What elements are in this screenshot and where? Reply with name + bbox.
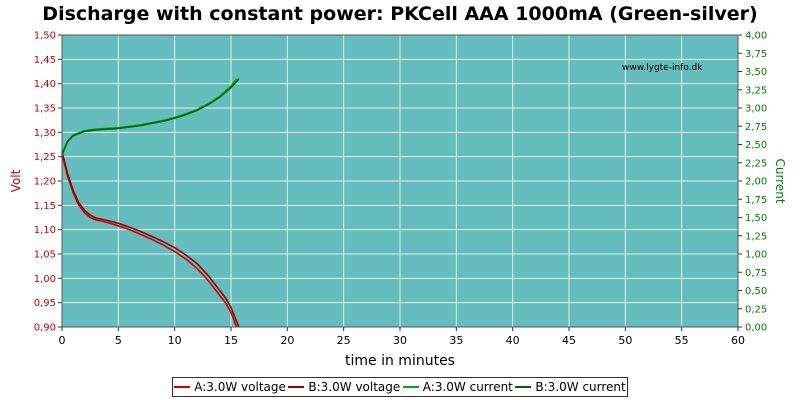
legend: A:3.0W voltage B:3.0W voltage A:3.0W curre…: [172, 377, 628, 397]
legend-item: B:3.0W voltage: [288, 380, 400, 394]
chart-title: Discharge with constant power: PKCell AA…: [42, 3, 758, 25]
x-axis: 0 5 10 15 20 25 30 35 40 45 50 55 60: [59, 327, 745, 347]
y-right-tick-label: 4,00: [745, 31, 767, 42]
y-left-tick-label: 1,05: [34, 250, 56, 261]
y-left-tick-label: 1,50: [34, 31, 56, 42]
x-tick-label: 50: [618, 334, 632, 347]
legend-swatch: [402, 386, 419, 388]
y-axis-left: 0,90 0,95 1,00 1,05 1,10 1,15 1,20 1,25 1,30 1,35…: [34, 31, 62, 334]
y-left-tick-label: 0,95: [34, 298, 56, 309]
x-tick-label: 55: [675, 334, 689, 347]
series-line-b-3-0w-voltage: [61, 151, 240, 328]
y-axis-left-label: Volt: [9, 169, 23, 192]
y-axis-right-label: Current: [773, 158, 787, 203]
x-tick-label: 10: [168, 334, 182, 347]
plot-border: [61, 34, 739, 328]
y-left-tick-label: 0,90: [34, 323, 56, 334]
y-left-tick-label: 1,25: [34, 152, 56, 163]
y-right-tick-label: 1,25: [745, 231, 767, 242]
y-right-tick-label: 1,50: [745, 213, 767, 224]
y-right-tick-label: 3,00: [745, 104, 767, 115]
y-right-tick-label: 2,75: [745, 122, 767, 133]
y-left-tick-label: 1,10: [34, 225, 56, 236]
legend-label: A:3.0W current: [422, 380, 513, 394]
y-right-tick-label: 1,75: [745, 195, 767, 206]
x-tick-label: 45: [562, 334, 576, 347]
legend-label: B:3.0W current: [535, 380, 626, 394]
y-left-tick-label: 1,40: [34, 79, 56, 90]
x-tick-label: 5: [115, 334, 122, 347]
y-right-tick-label: 3,25: [745, 85, 767, 96]
legend-label: A:3.0W voltage: [194, 380, 286, 394]
x-tick-label: 0: [59, 334, 66, 347]
x-tick-label: 40: [506, 334, 520, 347]
legend-item: B:3.0W current: [515, 380, 626, 394]
x-tick-label: 20: [280, 334, 294, 347]
legend-swatch: [288, 386, 305, 388]
legend-swatch: [515, 386, 532, 388]
y-right-tick-label: 0,75: [745, 268, 767, 279]
y-axis-right: 0,00 0,25 0,50 0,75 1,00 1,25 1,50 1,75 2,00 2,25…: [738, 31, 767, 334]
x-tick-label: 35: [449, 334, 463, 347]
x-tick-label: 60: [731, 334, 745, 347]
y-right-tick-label: 3,75: [745, 49, 767, 60]
legend-label: B:3.0W voltage: [308, 380, 401, 394]
x-axis-label: time in minutes: [345, 353, 455, 369]
y-right-tick-label: 0,50: [745, 286, 767, 297]
legend-item: A:3.0W voltage: [174, 380, 286, 394]
legend-swatch: [174, 386, 191, 388]
y-left-tick-label: 1,00: [34, 274, 56, 285]
y-right-tick-label: 0,25: [745, 304, 767, 315]
y-left-tick-label: 1,15: [34, 201, 56, 212]
x-tick-label: 15: [224, 334, 238, 347]
y-right-tick-label: 2,00: [745, 177, 767, 188]
series-lines: [61, 78, 240, 328]
y-right-tick-label: 1,00: [745, 250, 767, 261]
y-left-tick-label: 1,20: [34, 177, 56, 188]
y-left-tick-label: 1,30: [34, 128, 56, 139]
watermark: www.lygte-info.dk: [622, 63, 703, 73]
legend-item: A:3.0W current: [402, 380, 513, 394]
y-right-tick-label: 2,50: [745, 140, 767, 151]
x-tick-label: 30: [393, 334, 407, 347]
series-line-a-3-0w-voltage: [61, 154, 238, 328]
y-left-tick-label: 1,45: [34, 55, 56, 66]
y-right-tick-label: 0,00: [745, 323, 767, 334]
y-left-tick-label: 1,35: [34, 104, 56, 115]
x-tick-label: 25: [337, 334, 351, 347]
y-right-tick-label: 2,25: [745, 158, 767, 169]
series-line-b-3-0w-current: [61, 78, 240, 156]
grid-lines: [62, 35, 738, 327]
y-right-tick-label: 3,50: [745, 67, 767, 78]
